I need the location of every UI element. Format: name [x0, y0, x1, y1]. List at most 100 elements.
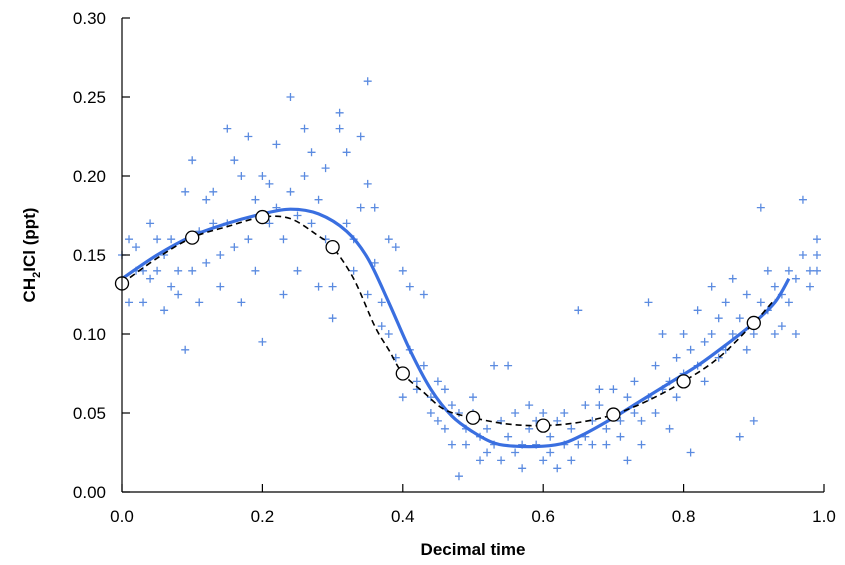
scatter-point — [258, 337, 267, 346]
scatter-point — [623, 456, 632, 465]
scatter-point — [174, 290, 183, 299]
scatter-point — [146, 274, 155, 283]
circle-marker — [185, 230, 200, 245]
scatter-point — [588, 440, 597, 449]
scatter-point — [693, 306, 702, 315]
scatter-point — [167, 235, 176, 244]
scatter-point — [574, 306, 583, 315]
scatter-point — [574, 440, 583, 449]
scatter-point — [812, 251, 821, 259]
scatter-point — [553, 464, 562, 473]
scatter-point — [342, 148, 351, 157]
scatter-point — [370, 203, 379, 212]
scatter-point — [272, 140, 281, 149]
scatter-point — [237, 172, 246, 180]
scatter-point — [483, 424, 492, 433]
scatter-point — [609, 385, 618, 394]
x-tick-label: 0.4 — [391, 507, 415, 526]
scatter-point — [279, 235, 288, 244]
scatter-point — [398, 393, 407, 402]
scatter-point — [307, 148, 316, 157]
scatter-point — [244, 235, 253, 244]
scatter-point — [265, 179, 274, 188]
scatter-point — [363, 179, 372, 188]
scatter-point — [433, 377, 442, 386]
scatter-point — [630, 377, 639, 386]
scatter-point — [749, 330, 758, 338]
y-tick-label: 0.00 — [73, 483, 106, 502]
scatter-point — [174, 266, 183, 275]
scatter-point — [791, 330, 800, 338]
scatter-point — [440, 424, 449, 433]
scatter-point — [539, 409, 548, 417]
circle-marker — [255, 209, 270, 225]
scatter-point — [202, 195, 211, 204]
scatter-point — [616, 432, 625, 441]
scatter-point — [770, 282, 779, 291]
y-tick-label: 0.30 — [73, 9, 106, 28]
scatter-point — [419, 361, 428, 370]
x-tick-label: 0.2 — [251, 507, 275, 526]
scatter-point — [286, 187, 295, 196]
scatter-point — [728, 330, 737, 338]
scatter-point — [286, 93, 295, 101]
scatter-point — [742, 345, 751, 354]
plot-area — [114, 77, 821, 481]
scatter-point — [244, 132, 253, 141]
circle-marker — [676, 374, 691, 389]
scatter-point — [602, 440, 611, 449]
y-tick-label: 0.25 — [73, 88, 106, 107]
scatter-point — [784, 266, 793, 275]
y-tick-label: 0.10 — [73, 325, 106, 344]
scatter-point — [525, 401, 534, 410]
y-axis-title-part-2: ICl (ppt) — [20, 208, 39, 272]
scatter-point — [356, 203, 365, 212]
scatter-point — [637, 416, 646, 425]
scatter-point — [490, 361, 499, 370]
scatter-point — [763, 266, 772, 275]
scatter-point — [784, 298, 793, 307]
scatter-point — [735, 314, 744, 323]
scatter-point — [756, 203, 765, 212]
scatter-point — [454, 472, 463, 481]
circle-marker — [746, 315, 761, 331]
scatter-point — [125, 298, 134, 307]
x-axis-ticks: 0.0 0.2 0.4 0.6 0.8 1.0 — [110, 484, 836, 526]
scatter-point — [447, 401, 456, 410]
scatter-point — [707, 330, 716, 338]
scatter-point — [483, 448, 492, 457]
scatter-point — [756, 298, 765, 307]
scatter-point — [721, 298, 730, 307]
scatter-point — [328, 314, 337, 323]
scatter-point — [181, 187, 190, 196]
scatter-point — [672, 353, 681, 362]
scatter-point — [223, 124, 232, 133]
scatter-point — [805, 266, 814, 275]
scatter-point — [539, 456, 548, 465]
scatter-point — [770, 330, 779, 338]
solid-fit-line — [121, 207, 791, 449]
scatter-point — [377, 298, 386, 307]
scatter-point — [560, 409, 569, 417]
scatter-point — [791, 274, 800, 283]
scatter-point — [160, 306, 169, 315]
y-tick-label: 0.20 — [73, 167, 106, 186]
scatter-point — [798, 251, 807, 259]
scatter-point — [335, 108, 344, 117]
y-axis-title-subscript: 2 — [31, 272, 43, 278]
scatter-point — [377, 322, 386, 331]
scatter-point — [349, 266, 358, 275]
circle-marker — [606, 407, 621, 422]
scatter-point — [195, 298, 204, 307]
x-axis-title: Decimal time — [421, 540, 526, 559]
scatter-point — [700, 337, 709, 346]
scatter-point — [216, 251, 225, 259]
scatter-point — [742, 290, 751, 299]
scatter-point — [546, 432, 555, 441]
y-tick-label: 0.15 — [73, 246, 106, 265]
scatter-point — [700, 377, 709, 386]
scatter-point — [139, 298, 148, 307]
scatter-point — [188, 266, 197, 275]
scatter-point — [630, 409, 639, 417]
scatter-point — [749, 416, 758, 425]
